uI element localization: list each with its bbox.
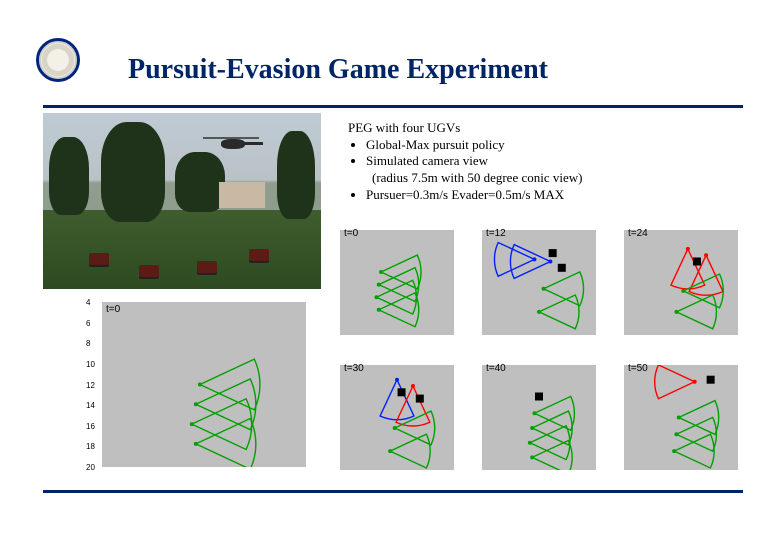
sim-field	[340, 230, 454, 335]
axis-tick-label: 4	[86, 298, 90, 307]
sim-field	[624, 230, 738, 335]
time-label: t=50	[628, 363, 648, 374]
page-title: Pursuit-Evasion Game Experiment	[128, 54, 548, 86]
sim-panel: t=12	[468, 220, 604, 345]
sim-field	[340, 365, 454, 470]
axis-tick-label: 12	[86, 381, 95, 390]
seal-icon	[36, 38, 80, 82]
time-label: t=0	[344, 228, 358, 239]
time-label: t=24	[628, 228, 648, 239]
ugv-icon	[89, 253, 109, 265]
time-label: t=12	[486, 228, 506, 239]
sim-field	[482, 230, 596, 335]
time-label: t=0	[106, 304, 120, 315]
axis-tick-label: 10	[86, 360, 95, 369]
building-icon	[219, 182, 265, 208]
sim-panel-big: t=0 4 6 8 10 12 14 16 18 20	[84, 296, 312, 481]
bullet-item: (radius 7.5m with 50 degree conic view)	[372, 170, 742, 187]
bottom-rule	[43, 490, 743, 493]
photo-ground	[43, 210, 321, 289]
tree-icon	[175, 152, 225, 212]
tree-icon	[277, 131, 315, 219]
sim-panel: t=24	[610, 220, 746, 345]
axis-tick-label: 16	[86, 422, 95, 431]
ugv-icon	[249, 249, 269, 261]
time-label: t=30	[344, 363, 364, 374]
axis-tick-label: 14	[86, 401, 95, 410]
field-photo	[43, 113, 321, 289]
helicopter-icon	[193, 131, 263, 151]
description-heading: PEG with four UGVs	[348, 120, 742, 137]
description-block: PEG with four UGVs Global-Max pursuit po…	[348, 120, 742, 203]
sim-field	[102, 302, 306, 467]
ugv-icon	[197, 261, 217, 273]
top-rule	[43, 105, 743, 108]
axis-tick-label: 18	[86, 442, 95, 451]
tree-icon	[49, 137, 89, 215]
bullet-item: Pursuer=0.3m/s Evader=0.5m/s MAX	[366, 187, 742, 204]
bullet-item: Simulated camera view	[366, 153, 742, 170]
sim-panel: t=50	[610, 355, 746, 480]
sim-panel: t=0	[326, 220, 462, 345]
sim-field	[482, 365, 596, 470]
tree-icon	[101, 122, 165, 222]
time-label: t=40	[486, 363, 506, 374]
sim-panel: t=40	[468, 355, 604, 480]
axis-tick-label: 8	[86, 339, 90, 348]
bullet-item: Global-Max pursuit policy	[366, 137, 742, 154]
axis-tick-label: 6	[86, 319, 90, 328]
sim-field	[624, 365, 738, 470]
sim-panel: t=30	[326, 355, 462, 480]
axis-tick-label: 20	[86, 463, 95, 472]
ugv-icon	[139, 265, 159, 277]
